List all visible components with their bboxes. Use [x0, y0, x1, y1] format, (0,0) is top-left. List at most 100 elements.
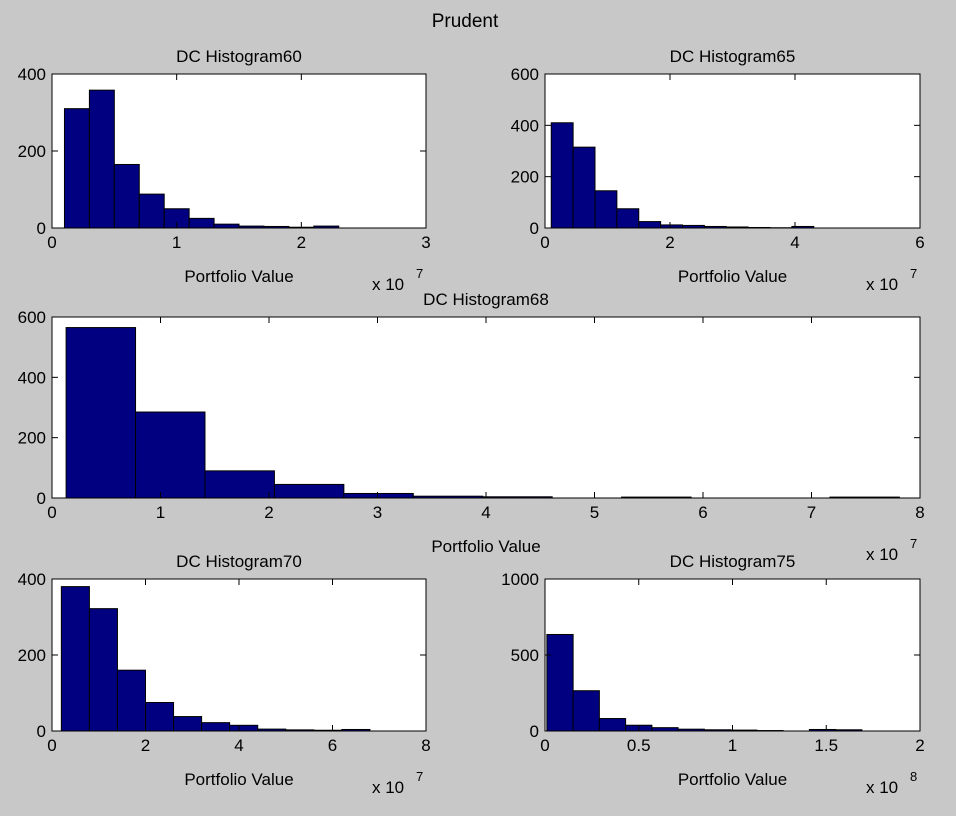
- x-tick-label: 4: [790, 233, 799, 252]
- y-tick-label: 600: [18, 308, 46, 327]
- x-tick-label: 4: [234, 736, 243, 755]
- histogram-bar: [63, 108, 90, 229]
- x-tick-label: 3: [373, 503, 382, 522]
- x-tick-label: 8: [421, 736, 430, 755]
- x-tick-label: 0: [47, 503, 56, 522]
- x-axis-label: Portfolio Value: [184, 770, 293, 789]
- y-tick-label: 0: [37, 489, 46, 508]
- histogram-bar: [550, 122, 574, 229]
- chart-title: DC Histogram70: [176, 552, 302, 571]
- chart-h68: 0 1 2 3 4 5 6 7 8 0 200 400 600 DC Histogram68 Portfol…: [18, 290, 925, 564]
- histogram-bar: [572, 690, 600, 732]
- x-tick-label: 6: [698, 503, 707, 522]
- x-axis-label: Portfolio Value: [184, 267, 293, 286]
- histogram-bar: [116, 669, 146, 732]
- chart-h70: 0 2 4 6 8 0 200 400 DC Histogram70 Portfolio Valu…: [18, 552, 431, 797]
- x-tick-label: 1: [156, 503, 165, 522]
- histogram-bar: [88, 89, 115, 229]
- histogram-bar: [204, 470, 275, 499]
- histogram-bar: [594, 190, 618, 229]
- x-tick-label: 5: [590, 503, 599, 522]
- x-tick-label: 2: [141, 736, 150, 755]
- y-tick-label: 1000: [501, 570, 539, 589]
- axis-multiplier: x 10: [372, 778, 404, 797]
- y-tick-label: 0: [530, 219, 539, 238]
- histogram-bar: [213, 223, 240, 229]
- y-tick-label: 400: [18, 368, 46, 387]
- chart-h65: 0 2 4 6 0 200 400 600 DC Histogram65 Portfolio Va…: [511, 47, 925, 294]
- x-tick-label: 0: [540, 736, 549, 755]
- x-tick-label: 3: [421, 233, 430, 252]
- histogram-bar: [273, 483, 345, 499]
- y-tick-label: 200: [18, 142, 46, 161]
- x-tick-label: 0: [540, 233, 549, 252]
- chart-title: DC Histogram60: [176, 47, 302, 66]
- histogram-bar: [113, 163, 140, 229]
- x-tick-label: 2: [297, 233, 306, 252]
- x-tick-label: 6: [915, 233, 924, 252]
- y-tick-label: 400: [18, 65, 46, 84]
- histogram-bar: [173, 716, 203, 732]
- y-tick-label: 200: [511, 168, 539, 187]
- x-tick-label: 7: [807, 503, 816, 522]
- histogram-bar: [638, 221, 662, 229]
- histogram-bar: [188, 217, 215, 229]
- histogram-bar: [201, 722, 231, 732]
- y-tick-label: 200: [18, 646, 46, 665]
- y-tick-label: 400: [511, 116, 539, 135]
- x-tick-label: 6: [328, 736, 337, 755]
- chart-title: DC Histogram65: [670, 47, 796, 66]
- axis-multiplier: x 10: [372, 275, 404, 294]
- x-tick-label: 1: [728, 736, 737, 755]
- x-tick-label: 4: [481, 503, 490, 522]
- x-tick-label: 0: [47, 233, 56, 252]
- x-tick-label: 2: [915, 736, 924, 755]
- axis-multiplier: x 10: [866, 545, 898, 564]
- x-axis-label: Portfolio Value: [678, 770, 787, 789]
- chart-h60: 0 1 2 3 0 200 400 DC Histogram60 Portfolio Value…: [18, 47, 431, 294]
- histogram-bar: [88, 608, 118, 732]
- axes-frame: [544, 73, 921, 229]
- histogram-bar: [65, 327, 137, 499]
- histogram-bar: [135, 411, 206, 499]
- histogram-bar: [598, 718, 627, 732]
- y-tick-label: 0: [37, 219, 46, 238]
- y-tick-label: 400: [18, 570, 46, 589]
- x-tick-label: 0: [47, 736, 56, 755]
- x-axis-label: Portfolio Value: [678, 267, 787, 286]
- plot-area: [545, 579, 920, 731]
- y-tick-label: 600: [511, 65, 539, 84]
- chart-title: DC Histogram75: [670, 552, 796, 571]
- axis-multiplier: x 10: [866, 778, 898, 797]
- y-tick-label: 200: [18, 429, 46, 448]
- axis-multiplier-exponent: 7: [416, 769, 423, 784]
- x-axis-label: Portfolio Value: [431, 537, 540, 556]
- histogram-bar: [651, 727, 679, 732]
- x-tick-label: 2: [264, 503, 273, 522]
- x-tick-label: 1.5: [814, 736, 838, 755]
- axis-multiplier-exponent: 7: [910, 266, 917, 281]
- y-tick-label: 500: [511, 646, 539, 665]
- histogram-bar: [572, 146, 596, 229]
- x-tick-label: 8: [915, 503, 924, 522]
- x-tick-label: 2: [665, 233, 674, 252]
- y-tick-label: 0: [37, 722, 46, 741]
- x-tick-label: 0.5: [627, 736, 651, 755]
- histogram-bar: [343, 492, 414, 499]
- histogram-bar: [229, 724, 259, 732]
- axis-multiplier-exponent: 7: [910, 536, 917, 551]
- y-tick-label: 0: [530, 722, 539, 741]
- histogram-bar: [546, 633, 574, 732]
- axis-multiplier-exponent: 8: [910, 769, 917, 784]
- histogram-bar: [138, 193, 165, 229]
- histogram-bar: [145, 702, 175, 732]
- histogram-bar: [60, 586, 90, 732]
- axis-multiplier: x 10: [866, 275, 898, 294]
- chart-title: DC Histogram68: [423, 290, 549, 309]
- chart-h75: 0 0.5 1 1.5 2 0 500 1000 DC Histogram75 Portfolio…: [501, 552, 925, 797]
- histogram-bar: [616, 208, 640, 229]
- axis-multiplier-exponent: 7: [416, 266, 423, 281]
- figure-title: Prudent: [432, 11, 499, 32]
